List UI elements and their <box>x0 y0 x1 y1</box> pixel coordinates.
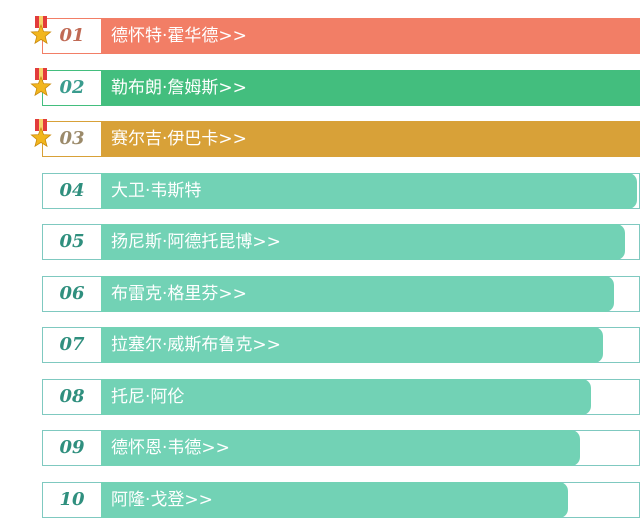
rank-number: 05 <box>59 231 85 252</box>
player-name-link[interactable]: 勒布朗·詹姆斯>> <box>111 78 247 98</box>
medal-icon <box>30 119 52 148</box>
player-name-link[interactable]: 德怀恩·韦德>> <box>111 438 230 458</box>
rank-number: 09 <box>59 437 85 458</box>
player-name-link[interactable]: 大卫·韦斯特 <box>111 181 202 201</box>
player-name-link[interactable]: 拉塞尔·威斯布鲁克>> <box>111 335 281 355</box>
ranking-row[interactable]: 03 赛尔吉·伊巴卡>> <box>42 121 640 157</box>
medal-icon <box>30 68 52 97</box>
ranking-row[interactable]: 09 德怀恩·韦德>> <box>42 430 640 466</box>
player-name-link[interactable]: 阿隆·戈登>> <box>111 490 213 510</box>
player-bar[interactable]: 托尼·阿伦 <box>101 379 591 415</box>
rank-number: 04 <box>59 180 85 201</box>
rank-number: 02 <box>59 77 85 98</box>
rank-number: 08 <box>59 386 85 407</box>
ranking-row[interactable]: 07 拉塞尔·威斯布鲁克>> <box>42 327 640 363</box>
medal-icon <box>30 16 52 45</box>
player-bar[interactable]: 赛尔吉·伊巴卡>> <box>101 121 640 157</box>
rank-number: 03 <box>59 128 85 149</box>
player-name-link[interactable]: 布雷克·格里芬>> <box>111 284 247 304</box>
player-bar[interactable]: 布雷克·格里芬>> <box>101 276 614 312</box>
player-name-link[interactable]: 德怀特·霍华德>> <box>111 26 247 46</box>
player-name-link[interactable]: 扬尼斯·阿德托昆博>> <box>111 232 281 252</box>
ranking-row[interactable]: 05 扬尼斯·阿德托昆博>> <box>42 224 640 260</box>
player-bar[interactable]: 勒布朗·詹姆斯>> <box>101 70 640 106</box>
rank-number: 06 <box>59 283 85 304</box>
player-bar[interactable]: 阿隆·戈登>> <box>101 482 568 518</box>
player-name-link[interactable]: 赛尔吉·伊巴卡>> <box>111 129 247 149</box>
ranking-row[interactable]: 04 大卫·韦斯特 <box>42 173 640 209</box>
ranking-row[interactable]: 08 托尼·阿伦 <box>42 379 640 415</box>
player-bar[interactable]: 德怀特·霍华德>> <box>101 18 640 54</box>
player-bar[interactable]: 德怀恩·韦德>> <box>101 430 580 466</box>
player-bar[interactable]: 拉塞尔·威斯布鲁克>> <box>101 327 603 363</box>
ranking-row[interactable]: 01 德怀特·霍华德>> <box>42 18 640 54</box>
ranking-row[interactable]: 06 布雷克·格里芬>> <box>42 276 640 312</box>
rank-number: 07 <box>59 334 85 355</box>
player-bar[interactable]: 扬尼斯·阿德托昆博>> <box>101 224 625 260</box>
rank-number: 10 <box>59 489 85 510</box>
rank-number: 01 <box>59 25 85 46</box>
player-name-link[interactable]: 托尼·阿伦 <box>111 387 185 407</box>
ranking-row[interactable]: 10 阿隆·戈登>> <box>42 482 640 518</box>
ranking-row[interactable]: 02 勒布朗·詹姆斯>> <box>42 70 640 106</box>
player-bar[interactable]: 大卫·韦斯特 <box>101 173 637 209</box>
